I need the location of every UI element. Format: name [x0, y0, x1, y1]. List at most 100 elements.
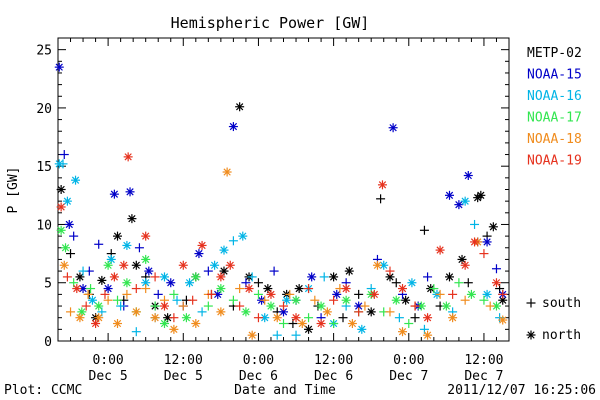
- data-point-south: [498, 289, 508, 299]
- data-point-south: [304, 284, 314, 294]
- data-point-north: [97, 275, 107, 285]
- footer-right: 2011/12/07 16:25:06: [447, 383, 596, 398]
- data-point-north: [72, 284, 82, 294]
- data-point-south: [169, 313, 179, 323]
- data-point-north: [329, 272, 339, 282]
- data-point-north: [166, 278, 176, 288]
- data-point-south: [269, 266, 279, 276]
- x-tick-time-label: 12:00: [314, 353, 353, 368]
- data-point-south: [479, 249, 489, 259]
- chart-title: Hemispheric Power [GW]: [171, 14, 370, 32]
- data-point-north: [181, 313, 191, 323]
- x-tick-date-label: Dec 5: [89, 369, 128, 384]
- data-point-north: [444, 190, 454, 200]
- data-point-north: [238, 231, 248, 241]
- data-point-north: [71, 175, 81, 185]
- data-point-north: [216, 272, 226, 282]
- data-point-south: [103, 295, 113, 305]
- data-point-north: [391, 295, 401, 305]
- data-point-south: [153, 289, 163, 299]
- symbol-legend-marker: [526, 298, 536, 308]
- data-point-north: [94, 301, 104, 311]
- data-point-south: [134, 243, 144, 253]
- data-point-north: [54, 62, 64, 72]
- data-point-north: [482, 237, 492, 247]
- data-point-north: [388, 123, 398, 133]
- data-point-south: [203, 266, 213, 276]
- data-point-north: [64, 219, 74, 229]
- data-point-north: [191, 272, 201, 282]
- symbol-legend-marker: [526, 330, 536, 340]
- data-point-north: [316, 319, 326, 329]
- data-point-south: [131, 284, 141, 294]
- data-point-north: [113, 319, 123, 329]
- x-tick-time-label: 0:00: [243, 353, 274, 368]
- x-tick-date-label: Dec 7: [464, 369, 503, 384]
- data-point-north: [219, 245, 229, 255]
- data-point-south: [69, 231, 79, 241]
- x-tick-time-label: 0:00: [92, 353, 123, 368]
- symbol-legend-label: south: [542, 296, 581, 311]
- data-point-north: [56, 185, 66, 194]
- data-point-south: [253, 313, 263, 323]
- data-point-south: [172, 295, 182, 305]
- data-point-north: [244, 284, 254, 294]
- data-point-north: [75, 272, 85, 282]
- data-point-north: [216, 307, 226, 317]
- data-point-north: [416, 301, 426, 311]
- data-point-north: [87, 295, 97, 305]
- data-point-north: [423, 330, 433, 340]
- data-point-south: [454, 278, 464, 288]
- y-axis-label: P [GW]: [6, 167, 21, 214]
- data-point-south: [62, 272, 72, 282]
- symbol-legend-label: north: [542, 328, 581, 343]
- data-point-south: [150, 301, 160, 311]
- data-point-north: [122, 278, 132, 288]
- series-legend: METP-02 NOAA-15 NOAA-16 NOAA-17 NOAA-18 NOAA-…: [527, 46, 582, 169]
- x-axis-label: Date and Time: [234, 383, 336, 398]
- data-point-north: [119, 260, 129, 270]
- data-point-north: [125, 187, 135, 197]
- data-point-north: [185, 278, 195, 288]
- data-point-south: [460, 295, 470, 305]
- legend-entry: NOAA-19: [527, 154, 582, 169]
- data-point-north: [322, 307, 332, 317]
- data-point-south: [235, 284, 245, 294]
- data-point-north: [113, 231, 123, 241]
- data-point-north: [56, 202, 66, 212]
- legend-entry: NOAA-17: [527, 111, 582, 126]
- data-point-south: [279, 319, 288, 329]
- data-point-south: [329, 319, 339, 329]
- data-point-north: [178, 260, 188, 270]
- data-point-south: [279, 301, 288, 311]
- data-point-north: [291, 295, 301, 305]
- data-point-north: [62, 196, 72, 206]
- data-point-north: [247, 330, 257, 340]
- x-tick-date-label: Dec 5: [164, 369, 203, 384]
- data-point-north: [266, 289, 276, 299]
- data-point-north: [282, 295, 292, 305]
- data-point-south: [385, 307, 395, 317]
- data-point-south: [391, 278, 401, 288]
- data-point-north: [272, 313, 282, 323]
- symbol-legend: south north: [526, 296, 581, 343]
- data-point-north: [435, 245, 445, 255]
- data-point-south: [100, 289, 110, 299]
- data-point-south: [470, 219, 480, 229]
- data-point-north: [488, 222, 498, 232]
- data-point-north: [401, 295, 411, 305]
- y-tick-label: 5: [44, 277, 52, 292]
- data-point-north: [159, 272, 169, 282]
- data-point-south: [122, 289, 132, 299]
- legend-entry: NOAA-15: [527, 68, 582, 83]
- data-point-north: [260, 313, 270, 323]
- data-point-south: [131, 327, 141, 337]
- data-point-north: [369, 289, 379, 299]
- data-point-south: [394, 313, 404, 323]
- data-point-north: [103, 284, 113, 294]
- data-point-north: [241, 307, 251, 317]
- data-point-north: [366, 307, 376, 317]
- x-tick-time-label: 12:00: [464, 353, 503, 368]
